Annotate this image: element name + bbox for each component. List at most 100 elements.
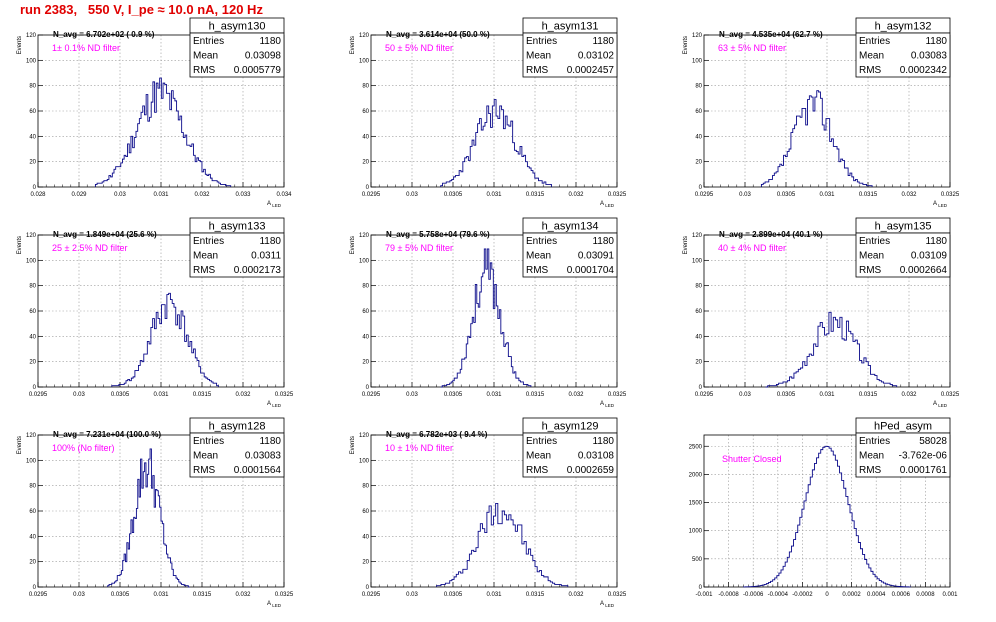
y-tick-label: 60 <box>29 109 36 115</box>
stats-value-mean: 0.03083 <box>245 451 282 462</box>
y-tick-label: 20 <box>362 560 369 566</box>
stats-label-entries: Entries <box>526 236 557 247</box>
x-tick-label: 0.0002 <box>842 592 861 598</box>
stats-label-entries: Entries <box>193 36 224 47</box>
x-axis-label: A LED <box>600 201 615 208</box>
y-tick-label: 40 <box>695 334 702 340</box>
y-tick-label: 60 <box>362 109 369 115</box>
stats-value-mean: 0.03083 <box>911 51 948 62</box>
x-tick-label: 0.032 <box>235 392 251 398</box>
stats-value-rms: 0.0002457 <box>567 65 615 76</box>
x-tick-label: 0.0305 <box>444 592 463 598</box>
y-tick-label: 0 <box>366 185 370 191</box>
x-tick-label: 0.028 <box>30 192 46 198</box>
stats-value-entries: 1180 <box>592 36 614 47</box>
filter-label: Shutter Closed <box>722 454 782 464</box>
x-axis-label: A LED <box>267 401 282 408</box>
y-tick-label: 80 <box>362 284 369 290</box>
x-tick-label: 0.0325 <box>275 392 294 398</box>
stats-label-entries: Entries <box>193 436 224 447</box>
y-axis-label: Events <box>17 36 23 54</box>
histogram-panel-h_asym133: 0.0295 0.03 0.0305 0.031 0.0315 0.032 0.0325 0 2… <box>17 217 294 408</box>
x-tick-label: 0.031 <box>153 592 169 598</box>
n-avg-label: N_avg = 7.231e+04 (100.0 %) <box>53 430 161 439</box>
y-tick-label: 120 <box>359 233 370 239</box>
y-tick-label: 40 <box>29 334 36 340</box>
stats-value-entries: 58028 <box>919 436 947 447</box>
x-tick-label: 0.031 <box>153 392 169 398</box>
histogram-line <box>111 292 219 387</box>
stats-table-box <box>522 432 618 478</box>
x-tick-label: 0.0315 <box>193 592 212 598</box>
y-tick-label: 120 <box>359 33 370 39</box>
y-tick-label: 20 <box>695 360 702 366</box>
stats-title: h_asym129 <box>542 421 599 433</box>
stats-value-mean: 0.03109 <box>911 251 948 262</box>
y-tick-label: 100 <box>692 58 703 64</box>
y-tick-label: 80 <box>29 84 36 90</box>
x-tick-label: 0.03 <box>114 192 126 198</box>
x-tick-label: 0.032 <box>568 392 584 398</box>
y-tick-label: 120 <box>26 433 37 439</box>
stats-label-rms: RMS <box>193 265 216 276</box>
y-tick-label: 40 <box>362 134 369 140</box>
x-tick-label: 0.0315 <box>526 192 545 198</box>
x-tick-label: 0.0006 <box>892 592 911 598</box>
y-tick-label: 60 <box>29 509 36 515</box>
x-axis-label: A LED <box>933 201 948 208</box>
y-axis-label: Events <box>683 236 689 254</box>
x-tick-label: 0.032 <box>901 192 917 198</box>
y-tick-label: 60 <box>695 309 702 315</box>
x-tick-label: 0.0295 <box>362 192 381 198</box>
stats-label-entries: Entries <box>859 236 890 247</box>
run-title: run 2383, 550 V, I_pe ≈ 10.0 nA, 120 Hz <box>20 2 263 17</box>
y-tick-label: 0 <box>33 385 37 391</box>
x-tick-label: 0.031 <box>153 192 169 198</box>
stats-value-entries: 1180 <box>592 436 614 447</box>
n-avg-label: N_avg = 3.614e+04 (50.0 %) <box>386 30 490 39</box>
y-tick-label: 120 <box>26 33 37 39</box>
stats-box: h_asym131 Entries 1180 Mean 0.03102 RMS 0.0002… <box>522 17 618 78</box>
stats-box: h_asym132 Entries 1180 Mean 0.03083 RMS 0.0002… <box>855 17 951 78</box>
stats-label-mean: Mean <box>193 451 218 462</box>
x-tick-label: 0.031 <box>819 392 835 398</box>
n-avg-label: N_avg = 6.702e+02 ( 0.9 %) <box>53 30 155 39</box>
x-tick-label: 0.032 <box>235 592 251 598</box>
histogram-panel-h_asym135: 0.0295 0.03 0.0305 0.031 0.0315 0.032 0.0325 0 2… <box>683 217 960 408</box>
y-tick-label: 500 <box>692 557 703 563</box>
stats-value-rms: 0.0001761 <box>900 465 948 476</box>
x-tick-label: 0.032 <box>194 192 210 198</box>
histogram-line <box>436 502 569 587</box>
y-tick-label: 20 <box>29 360 36 366</box>
y-tick-label: 100 <box>26 258 37 264</box>
stats-label-rms: RMS <box>193 465 216 476</box>
y-tick-label: 20 <box>29 560 36 566</box>
stats-table-box <box>522 32 618 78</box>
y-tick-label: 80 <box>362 484 369 490</box>
y-tick-label: 100 <box>26 458 37 464</box>
x-tick-label: 0.0305 <box>777 192 796 198</box>
x-axis-label: A LED <box>267 601 282 608</box>
x-tick-label: 0.0305 <box>111 592 130 598</box>
y-axis-label: Events <box>350 36 356 54</box>
y-axis-label: Events <box>350 436 356 454</box>
y-axis-label: Events <box>17 436 23 454</box>
x-tick-label: 0.0325 <box>275 592 294 598</box>
stats-title: h_asym128 <box>209 421 266 433</box>
stats-table-box <box>189 432 285 478</box>
stats-label-mean: Mean <box>859 451 884 462</box>
x-tick-label: 0.0315 <box>859 392 878 398</box>
stats-value-mean: 0.03108 <box>578 451 615 462</box>
x-tick-label: 0.03 <box>406 392 418 398</box>
stats-box: h_asym133 Entries 1180 Mean 0.0311 RMS 0.00021… <box>189 217 285 278</box>
y-tick-label: 0 <box>366 585 370 591</box>
y-tick-label: 20 <box>29 160 36 166</box>
stats-value-mean: 0.03098 <box>245 51 282 62</box>
y-tick-label: 1000 <box>689 529 703 535</box>
stats-box: h_asym128 Entries 1180 Mean 0.03083 RMS 0.0001… <box>189 417 285 478</box>
histogram-line <box>107 448 190 588</box>
stats-box: h_asym129 Entries 1180 Mean 0.03108 RMS 0.0002… <box>522 417 618 478</box>
n-avg-label: N_avg = 2.899e+04 (40.1 %) <box>719 230 823 239</box>
y-tick-label: 20 <box>362 360 369 366</box>
